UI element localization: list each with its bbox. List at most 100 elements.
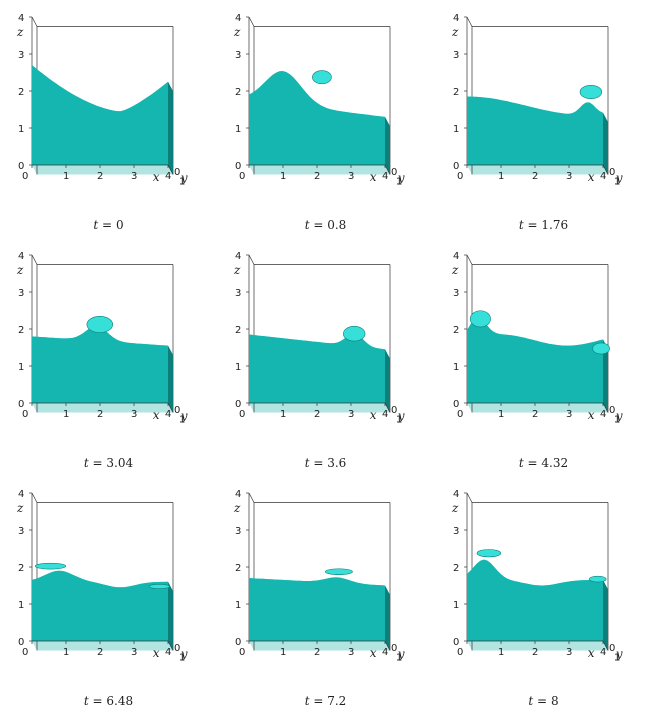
- time-caption: t = 1.76: [435, 218, 652, 232]
- time-caption-value: 0.8: [327, 218, 347, 232]
- fluid-side-face: [168, 81, 173, 175]
- x-tick-label: 4: [600, 647, 606, 658]
- z-tick-label: 3: [18, 50, 24, 61]
- wave-crest: [343, 325, 366, 342]
- x-tick-label: 1: [63, 409, 69, 420]
- z-tick-label: 4: [453, 251, 459, 262]
- bottom-plane: [32, 641, 173, 651]
- fluid-side-face: [603, 339, 608, 413]
- x-tick-label: 1: [498, 409, 504, 420]
- bottom-plane: [249, 165, 390, 175]
- z-tick-label: 4: [453, 489, 459, 500]
- x-tick-label: 2: [314, 171, 320, 182]
- x-tick-label: 2: [97, 409, 103, 420]
- z-axis-label: z: [16, 263, 24, 277]
- z-tick-label: 2: [235, 87, 241, 98]
- x-tick-label: 2: [314, 409, 320, 420]
- x-axis-label: x: [153, 646, 160, 660]
- x-axis-label: x: [588, 170, 595, 184]
- fluid-front-face: [32, 65, 168, 165]
- y-tick-label: 0: [391, 405, 397, 416]
- y-tick-label: 0: [391, 167, 397, 178]
- time-caption-prefix: t =: [518, 456, 542, 470]
- frame-edge: [167, 640, 174, 651]
- z-tick-label: 4: [18, 251, 24, 262]
- y-tick-label: 1: [396, 653, 402, 664]
- frame-edge: [466, 254, 473, 265]
- x-tick-label: 0: [239, 647, 245, 658]
- frame-edge: [248, 492, 255, 503]
- z-tick-label: 4: [453, 13, 459, 24]
- bottom-plane: [249, 403, 390, 413]
- z-axis-label: z: [233, 501, 241, 515]
- time-caption: t = 0.8: [217, 218, 434, 232]
- z-tick-label: 2: [235, 563, 241, 574]
- z-axis-label: z: [16, 501, 24, 515]
- wave-crest: [34, 562, 67, 570]
- x-tick-label: 3: [131, 647, 137, 658]
- z-tick-label: 2: [453, 563, 459, 574]
- z-tick-label: 1: [453, 124, 459, 135]
- z-tick-label: 1: [235, 600, 241, 611]
- z-tick-label: 3: [235, 50, 241, 61]
- time-caption-prefix: t =: [304, 456, 328, 470]
- wave-crest: [312, 70, 332, 85]
- time-caption-prefix: t =: [304, 218, 328, 232]
- fluid-front-face: [467, 317, 603, 403]
- time-caption: t = 3.04: [0, 456, 217, 470]
- x-tick-label: 1: [280, 409, 286, 420]
- y-tick-label: 1: [396, 177, 402, 188]
- fluid-front-face: [467, 96, 603, 165]
- x-tick-label: 2: [532, 647, 538, 658]
- bottom-plane: [32, 165, 173, 175]
- frame-edge: [384, 402, 391, 413]
- fluid-front-face: [467, 559, 603, 641]
- time-caption: t = 0: [0, 218, 217, 232]
- y-axis-label: y: [180, 409, 188, 423]
- x-tick-label: 2: [97, 171, 103, 182]
- wave-crest: [469, 310, 491, 328]
- y-axis-label: y: [397, 171, 405, 185]
- frame-edge: [466, 16, 473, 27]
- z-axis-label: z: [233, 25, 241, 39]
- time-caption-value: 7.2: [327, 694, 347, 708]
- bottom-plane: [32, 403, 173, 413]
- y-tick-label: 0: [391, 643, 397, 654]
- x-tick-label: 0: [457, 647, 463, 658]
- y-tick-label: 1: [179, 415, 185, 426]
- x-tick-label: 4: [600, 409, 606, 420]
- time-caption-value: 8: [550, 694, 559, 708]
- time-caption-prefix: t =: [83, 456, 107, 470]
- z-tick-label: 1: [18, 600, 24, 611]
- y-tick-label: 0: [174, 167, 180, 178]
- y-axis-label: y: [615, 409, 623, 423]
- z-tick-label: 3: [453, 526, 459, 537]
- y-tick-label: 1: [614, 653, 620, 664]
- y-tick-label: 0: [174, 643, 180, 654]
- z-tick-label: 4: [235, 251, 241, 262]
- x-tick-label: 4: [165, 647, 171, 658]
- fluid-side-face: [385, 349, 390, 413]
- z-tick-label: 3: [453, 288, 459, 299]
- z-tick-label: 3: [18, 526, 24, 537]
- frame-edge: [384, 164, 391, 175]
- z-tick-label: 0: [453, 161, 459, 172]
- x-tick-label: 0: [22, 171, 28, 182]
- z-tick-label: 2: [18, 87, 24, 98]
- z-axis-label: z: [233, 263, 241, 277]
- z-tick-label: 1: [235, 362, 241, 373]
- time-caption-prefix: t =: [93, 218, 116, 232]
- frame-edge: [602, 640, 609, 651]
- x-tick-label: 3: [566, 409, 572, 420]
- x-tick-label: 2: [532, 409, 538, 420]
- z-tick-label: 4: [235, 489, 241, 500]
- x-axis-label: x: [153, 408, 160, 422]
- x-axis-label: x: [370, 646, 377, 660]
